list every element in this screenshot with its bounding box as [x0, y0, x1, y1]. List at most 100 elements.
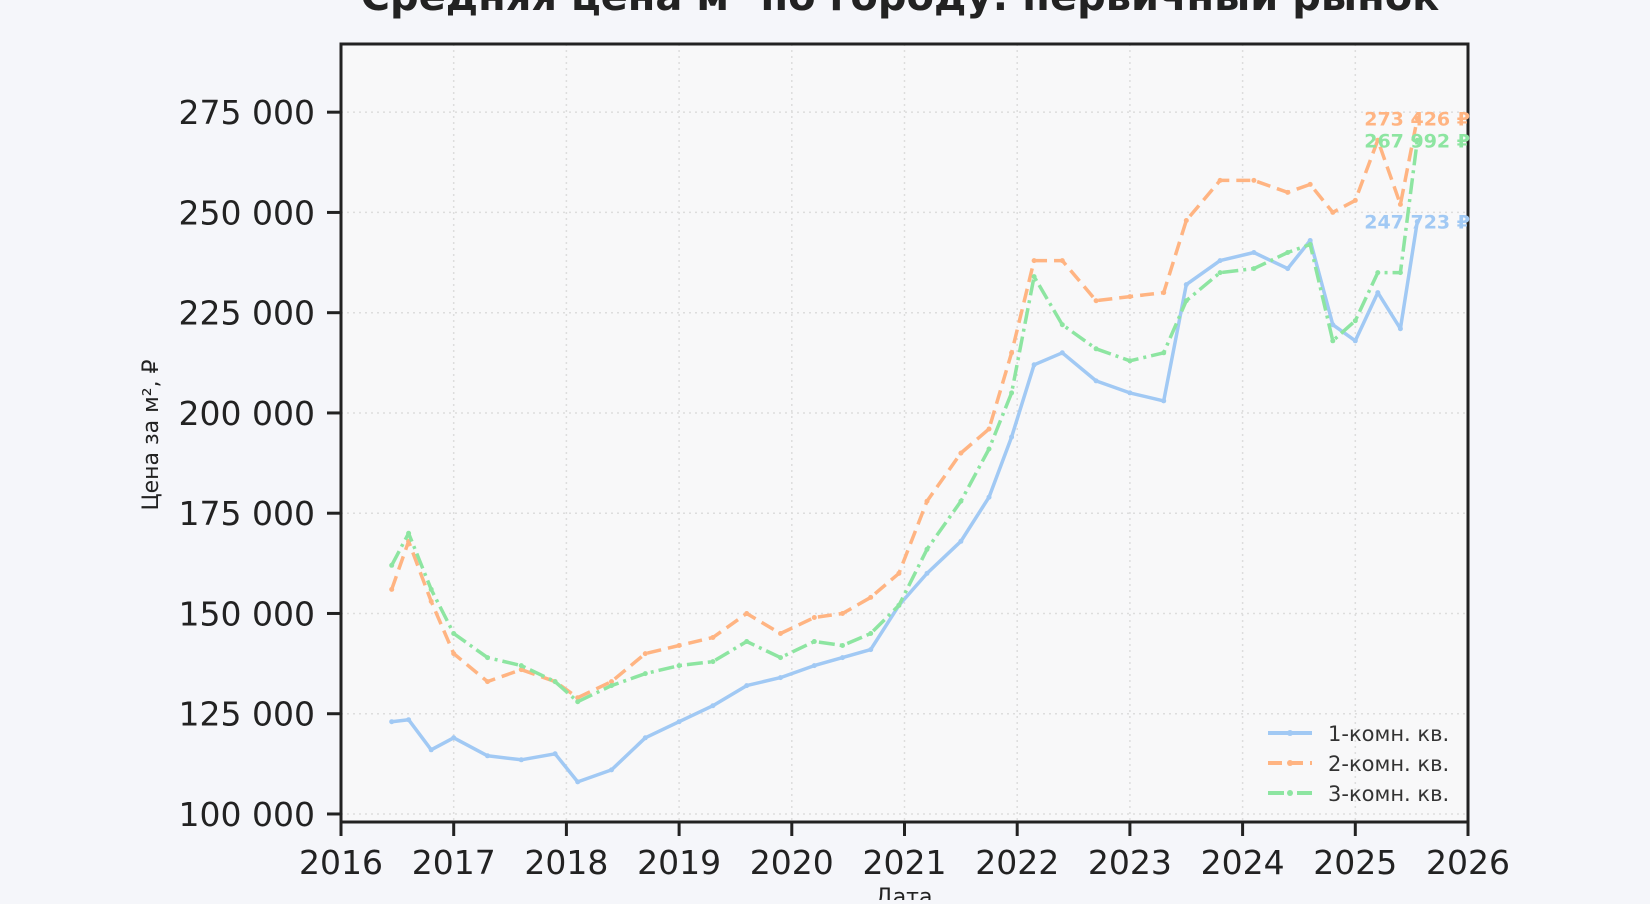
data-point — [811, 615, 817, 620]
data-point — [1217, 258, 1223, 264]
data-point — [1059, 258, 1065, 264]
y-tick-label: 125 000 — [179, 695, 315, 734]
data-point — [609, 767, 614, 773]
series-group — [389, 116, 1420, 785]
data-point — [552, 679, 558, 685]
data-point — [1127, 358, 1133, 364]
data-point — [778, 675, 783, 681]
data-point — [811, 663, 817, 669]
legend-marker — [1287, 790, 1293, 796]
data-point — [609, 679, 614, 685]
data-point — [840, 611, 845, 616]
y-tick-label: 175 000 — [179, 494, 315, 533]
data-point — [868, 647, 874, 653]
data-point — [609, 683, 614, 689]
data-point — [485, 753, 490, 759]
end-value-labels: 247 723 ₽ 273 426 ₽267 992 ₽ — [1364, 108, 1470, 233]
data-point — [710, 703, 716, 709]
data-point — [1009, 390, 1015, 396]
data-point — [1397, 326, 1403, 332]
data-point — [451, 735, 457, 741]
data-point — [1009, 434, 1015, 440]
data-point — [1330, 338, 1336, 344]
legend-marker — [1287, 760, 1293, 766]
data-point — [744, 639, 750, 644]
y-tick-label: 225 000 — [179, 294, 315, 333]
data-point — [868, 631, 874, 636]
data-point — [924, 498, 930, 504]
data-point — [1397, 201, 1403, 207]
data-point — [1251, 177, 1257, 183]
x-tick-label: 2025 — [1313, 843, 1397, 882]
legend-label: 3-комн. кв. — [1328, 782, 1449, 806]
data-point — [958, 538, 964, 544]
x-tick-label: 2022 — [975, 843, 1059, 882]
data-point — [518, 757, 524, 763]
data-point — [1375, 270, 1381, 276]
data-point — [1352, 318, 1358, 324]
data-point — [1307, 242, 1313, 247]
data-point — [1127, 294, 1133, 300]
y-tick-label: 200 000 — [179, 394, 315, 433]
data-point — [924, 546, 930, 552]
data-point — [642, 651, 648, 657]
data-point — [986, 446, 992, 452]
x-tick-label: 2024 — [1201, 843, 1285, 882]
data-point — [1059, 350, 1065, 356]
data-point — [676, 663, 682, 669]
data-point — [710, 659, 716, 665]
end-value-label: 247 723 ₽ — [1364, 212, 1470, 234]
data-point — [575, 779, 581, 785]
data-point — [518, 667, 524, 673]
data-point — [406, 530, 412, 536]
data-point — [406, 717, 412, 723]
data-point — [1093, 378, 1099, 384]
data-point — [868, 594, 874, 600]
data-point — [986, 426, 992, 432]
data-point — [1414, 116, 1420, 121]
legend-label: 1-комн. кв. — [1328, 722, 1449, 746]
data-point — [1161, 290, 1167, 296]
data-point — [840, 643, 845, 648]
x-tick-label: 2026 — [1426, 843, 1510, 882]
y-tick-label: 250 000 — [179, 193, 315, 232]
data-point — [1161, 398, 1167, 404]
data-point — [1330, 209, 1336, 215]
data-point — [518, 663, 524, 669]
chart-title: Средняя цена м² по городу: первичный рын… — [361, 0, 1440, 20]
data-point — [710, 635, 716, 640]
x-tick-label: 2020 — [750, 843, 834, 882]
data-point — [575, 695, 581, 701]
data-point — [744, 611, 750, 616]
data-point — [958, 498, 964, 504]
data-point — [451, 651, 457, 657]
end-value-label: 273 426 ₽ — [1364, 108, 1470, 130]
data-point — [1161, 350, 1167, 356]
data-point — [389, 562, 395, 568]
data-point — [389, 586, 395, 592]
data-point — [896, 602, 902, 608]
data-point — [896, 570, 902, 576]
data-point — [1183, 218, 1189, 223]
x-tick-label: 2021 — [863, 843, 947, 882]
data-point — [924, 570, 930, 576]
data-point — [1307, 238, 1313, 243]
data-point — [1251, 250, 1257, 255]
data-point — [428, 747, 434, 753]
legend[interactable]: 1-комн. кв. 2-комн. кв. 3-комн. кв. — [1268, 722, 1449, 806]
axes: 100 000 125 000 150 000 175 000 200 000 225 0… — [179, 93, 1510, 882]
x-tick-label: 2019 — [637, 843, 721, 882]
data-point — [1031, 274, 1037, 280]
data-point — [1397, 270, 1403, 276]
data-point — [840, 655, 845, 661]
data-point — [1059, 322, 1065, 328]
legend-marker — [1287, 730, 1293, 736]
data-point — [552, 751, 558, 757]
data-point — [1330, 322, 1336, 328]
data-point — [1285, 250, 1291, 255]
data-point — [389, 719, 395, 725]
x-tick-label: 2023 — [1088, 843, 1172, 882]
x-tick-label: 2017 — [412, 843, 496, 882]
